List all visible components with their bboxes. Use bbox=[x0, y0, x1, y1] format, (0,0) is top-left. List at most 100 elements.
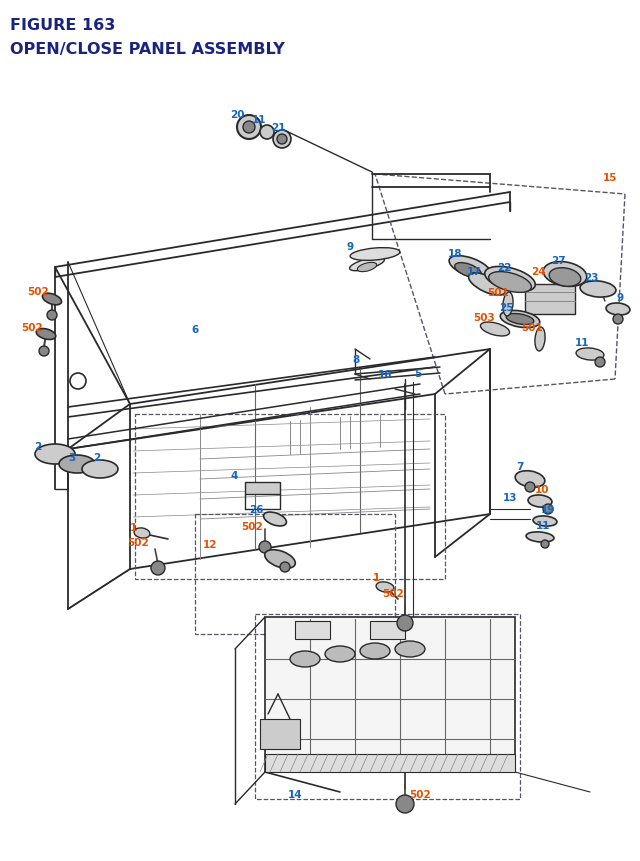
Text: 15: 15 bbox=[603, 173, 617, 183]
Text: 10: 10 bbox=[535, 485, 549, 494]
Text: 9: 9 bbox=[346, 242, 353, 251]
Ellipse shape bbox=[357, 263, 377, 272]
Text: 25: 25 bbox=[499, 303, 513, 313]
Ellipse shape bbox=[526, 532, 554, 542]
Circle shape bbox=[260, 126, 274, 139]
Ellipse shape bbox=[481, 323, 509, 337]
Ellipse shape bbox=[500, 311, 540, 328]
Ellipse shape bbox=[484, 267, 535, 292]
Circle shape bbox=[397, 616, 413, 631]
Ellipse shape bbox=[576, 349, 604, 361]
Ellipse shape bbox=[515, 471, 545, 487]
Bar bbox=[255, 614, 520, 799]
Circle shape bbox=[273, 131, 291, 149]
Text: 11: 11 bbox=[575, 338, 589, 348]
Circle shape bbox=[543, 505, 553, 514]
Bar bbox=[260, 719, 300, 749]
Ellipse shape bbox=[449, 257, 491, 279]
Text: FIGURE 163: FIGURE 163 bbox=[10, 18, 115, 33]
Ellipse shape bbox=[265, 550, 295, 568]
Text: 2: 2 bbox=[35, 442, 42, 451]
Text: 9: 9 bbox=[616, 293, 623, 303]
Ellipse shape bbox=[264, 512, 287, 526]
Bar bbox=[265, 754, 515, 772]
Circle shape bbox=[613, 314, 623, 325]
Ellipse shape bbox=[535, 328, 545, 351]
Bar bbox=[525, 285, 575, 314]
Ellipse shape bbox=[468, 274, 506, 296]
Ellipse shape bbox=[134, 529, 150, 538]
Text: OPEN/CLOSE PANEL ASSEMBLY: OPEN/CLOSE PANEL ASSEMBLY bbox=[10, 42, 285, 57]
Text: 501: 501 bbox=[521, 323, 543, 332]
Text: 22: 22 bbox=[497, 263, 511, 273]
Ellipse shape bbox=[454, 263, 481, 278]
Text: 502: 502 bbox=[241, 522, 263, 531]
Bar bbox=[135, 414, 445, 579]
Ellipse shape bbox=[506, 314, 534, 325]
Text: 12: 12 bbox=[203, 539, 217, 549]
Text: 501: 501 bbox=[487, 288, 509, 298]
Text: 7: 7 bbox=[516, 461, 524, 472]
Ellipse shape bbox=[36, 329, 56, 340]
Text: 23: 23 bbox=[584, 273, 598, 282]
Text: 502: 502 bbox=[382, 588, 404, 598]
Text: 13: 13 bbox=[503, 492, 517, 503]
Text: 5: 5 bbox=[414, 369, 422, 379]
Text: 11: 11 bbox=[536, 520, 550, 530]
Circle shape bbox=[595, 357, 605, 368]
Ellipse shape bbox=[35, 444, 75, 464]
Circle shape bbox=[243, 122, 255, 133]
Text: 502: 502 bbox=[21, 323, 43, 332]
Ellipse shape bbox=[59, 455, 95, 474]
Ellipse shape bbox=[395, 641, 425, 657]
Text: 2: 2 bbox=[93, 453, 100, 462]
Text: 8: 8 bbox=[353, 355, 360, 364]
Ellipse shape bbox=[350, 248, 400, 261]
Text: 11: 11 bbox=[252, 115, 266, 125]
Text: 17: 17 bbox=[467, 267, 481, 276]
Circle shape bbox=[39, 347, 49, 356]
Text: 1: 1 bbox=[129, 523, 136, 532]
Circle shape bbox=[70, 374, 86, 389]
Circle shape bbox=[396, 795, 414, 813]
Text: 1: 1 bbox=[372, 573, 380, 582]
Ellipse shape bbox=[42, 294, 61, 306]
Circle shape bbox=[47, 311, 57, 320]
Ellipse shape bbox=[580, 282, 616, 298]
Ellipse shape bbox=[549, 269, 581, 287]
Bar bbox=[265, 617, 515, 772]
Ellipse shape bbox=[360, 643, 390, 660]
Text: 26: 26 bbox=[249, 505, 263, 514]
Ellipse shape bbox=[606, 304, 630, 316]
Circle shape bbox=[151, 561, 165, 575]
Ellipse shape bbox=[290, 651, 320, 667]
Ellipse shape bbox=[82, 461, 118, 479]
Circle shape bbox=[541, 541, 549, 548]
Text: 27: 27 bbox=[550, 256, 565, 266]
Text: 19: 19 bbox=[541, 505, 555, 514]
Bar bbox=[295, 622, 330, 639]
Text: 20: 20 bbox=[230, 110, 244, 120]
Ellipse shape bbox=[376, 582, 394, 592]
Text: 24: 24 bbox=[531, 267, 545, 276]
Ellipse shape bbox=[543, 263, 587, 287]
Circle shape bbox=[525, 482, 535, 492]
Text: 14: 14 bbox=[288, 789, 302, 799]
Bar bbox=[245, 482, 280, 494]
Text: 21: 21 bbox=[271, 123, 285, 133]
Circle shape bbox=[280, 562, 290, 573]
Ellipse shape bbox=[325, 647, 355, 662]
Text: 6: 6 bbox=[191, 325, 198, 335]
Text: 502: 502 bbox=[127, 537, 149, 548]
Ellipse shape bbox=[488, 272, 531, 293]
Text: 503: 503 bbox=[473, 313, 495, 323]
Circle shape bbox=[277, 135, 287, 145]
Ellipse shape bbox=[349, 258, 385, 271]
Bar bbox=[195, 514, 395, 635]
Circle shape bbox=[259, 542, 271, 554]
Text: 502: 502 bbox=[27, 287, 49, 297]
Ellipse shape bbox=[533, 517, 557, 526]
Text: 16: 16 bbox=[378, 369, 392, 380]
Bar bbox=[370, 622, 405, 639]
Ellipse shape bbox=[503, 293, 513, 317]
